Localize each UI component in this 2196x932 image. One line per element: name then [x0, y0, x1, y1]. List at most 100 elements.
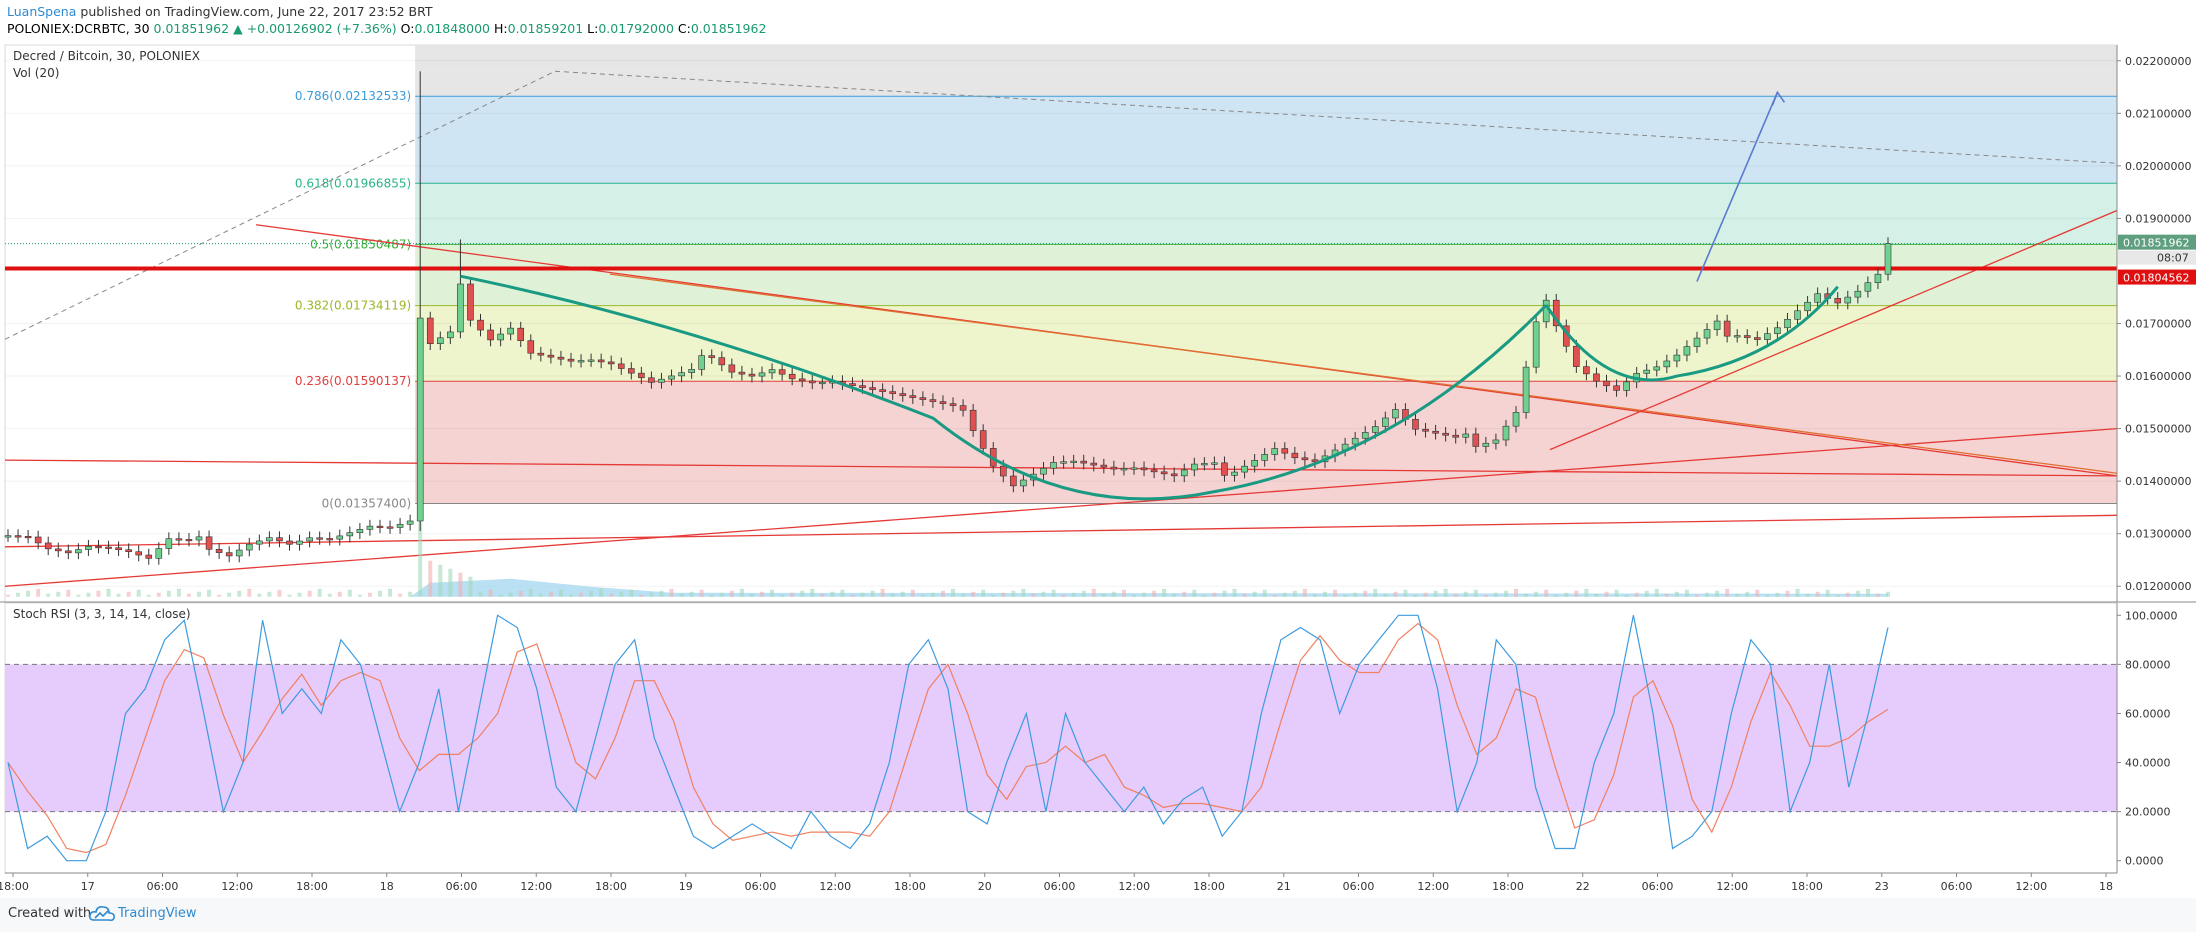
trendlines[interactable] [4, 70, 2118, 587]
candle-down [859, 385, 866, 388]
volume-bar [1393, 591, 1398, 597]
time-tick-label: 21 [1277, 880, 1291, 893]
volume-bar [1634, 592, 1639, 597]
candle-up [1884, 243, 1892, 275]
volume-bar [297, 592, 302, 597]
volume-bar [800, 590, 805, 597]
stoch-rsi-tick-label: 20.0000 [2125, 806, 2171, 819]
candle-down [979, 430, 987, 449]
candle-up [758, 372, 766, 377]
time-tick-label: 20 [978, 880, 992, 893]
chart-header: LuanSpena published on TradingView.com, … [0, 0, 2196, 40]
time-tick-label: 06:00 [1941, 880, 1973, 893]
candle-up [436, 337, 444, 344]
candle-down [1723, 320, 1731, 337]
fib-zone-band [415, 305, 2117, 382]
candle-up [678, 372, 685, 377]
volume-bar [176, 588, 181, 597]
volume-bar [1644, 590, 1649, 597]
volume-bar [267, 591, 272, 597]
fib-dashed-line [4, 70, 556, 340]
volume-bar [1403, 589, 1408, 597]
volume-bar [951, 588, 956, 597]
volume-bar [1121, 589, 1126, 597]
volume-bar [1604, 591, 1609, 597]
candle-down [115, 547, 122, 551]
candle-up [1542, 299, 1550, 323]
candle-up [1191, 463, 1198, 471]
candle-up [75, 549, 82, 554]
candle-up [1703, 329, 1711, 339]
candle-up [1733, 335, 1741, 338]
candle-up [457, 283, 464, 333]
volume-bar [1212, 592, 1217, 597]
volume-bar [1564, 592, 1569, 597]
volume-bar [1855, 590, 1860, 597]
fib-retracement[interactable]: 0.786(0.02132533) 0.618(0.01966855) 0.5(0.… [295, 45, 2117, 511]
candle-up [1764, 333, 1771, 340]
volume-bar [669, 588, 674, 597]
volume-bar [880, 588, 885, 597]
candle-up [768, 369, 776, 374]
candle-down [215, 549, 223, 553]
volume-bar [347, 589, 352, 597]
volume-bar [1413, 594, 1418, 597]
time-tick-label: 06:00 [1044, 880, 1076, 893]
time-tick-label: 06:00 [147, 880, 179, 893]
volume-bar [96, 590, 101, 597]
price-tick-label: 0.01900000 [2125, 212, 2191, 225]
volume-bar [1312, 593, 1317, 597]
volume-bar [619, 591, 624, 597]
stoch-rsi-tick-label: 100.0000 [2125, 609, 2178, 622]
candle-down [969, 409, 977, 431]
volume-bar [568, 594, 573, 597]
time-tick-label: 18:00 [1492, 880, 1524, 893]
time-tick-label: 12:00 [819, 880, 851, 893]
volume-bar [900, 591, 905, 597]
price-axis[interactable]: 0.02200000 0.02100000 0.02000000 0.01900000… [2116, 45, 2191, 602]
volume-bar [207, 589, 212, 597]
volume-bar [1554, 594, 1559, 597]
candle-up [1623, 381, 1630, 391]
stoch-rsi-title: Stoch RSI (3, 3, 14, 14, close) [13, 607, 191, 621]
tradingview-link[interactable]: TradingView [118, 906, 197, 921]
time-axis[interactable]: 18:00 17 06:00 12:00 18:00 18 06:00 12:00 18:00 1… [0, 873, 2113, 893]
stoch-rsi-tick-label: 80.0000 [2125, 658, 2171, 671]
candle-down [34, 536, 42, 544]
author-link[interactable]: LuanSpena [7, 4, 77, 19]
volume-bar [1795, 588, 1800, 597]
candle-down [225, 552, 233, 557]
stoch-rsi-axis[interactable]: 100.0000 80.0000 60.0000 40.0000 20.0000 0.00… [2116, 603, 2178, 873]
fib-level-label: 0.382(0.01734119) [295, 299, 411, 313]
candle-up [819, 381, 826, 385]
cup-curve [460, 274, 1548, 501]
volume-bar [438, 564, 443, 597]
candle-up [577, 360, 585, 363]
candle-down [286, 540, 293, 545]
fib-zone-top [415, 45, 2117, 72]
volume-bar [1765, 594, 1770, 597]
volume-bar [247, 588, 252, 597]
fib-zone-1 [415, 71, 2117, 97]
volume-bar [770, 589, 775, 597]
volume-bar [699, 589, 704, 597]
price-tick-label: 0.02000000 [2125, 160, 2191, 173]
candle-up [1361, 432, 1369, 439]
candles [4, 71, 1892, 565]
candle-up [346, 532, 354, 537]
candle-up [1211, 462, 1218, 465]
candle-down [607, 361, 615, 365]
annotations[interactable] [460, 90, 1839, 501]
volume-bar [1323, 591, 1328, 597]
candle-up [1673, 354, 1681, 362]
chart-canvas[interactable]: 0.786(0.02132533) 0.618(0.01966855) 0.5(0.… [0, 40, 2196, 898]
volume-bar [709, 594, 714, 597]
volume-bar [749, 593, 754, 597]
candle-up [1774, 327, 1781, 334]
volume-bar [1584, 588, 1589, 597]
volume-bar [398, 593, 403, 597]
time-tick-label: 12:00 [520, 880, 552, 893]
candle-up [1050, 462, 1057, 469]
main-pane-title: Decred / Bitcoin, 30, POLONIEX [13, 49, 200, 63]
candle-up [296, 540, 303, 545]
